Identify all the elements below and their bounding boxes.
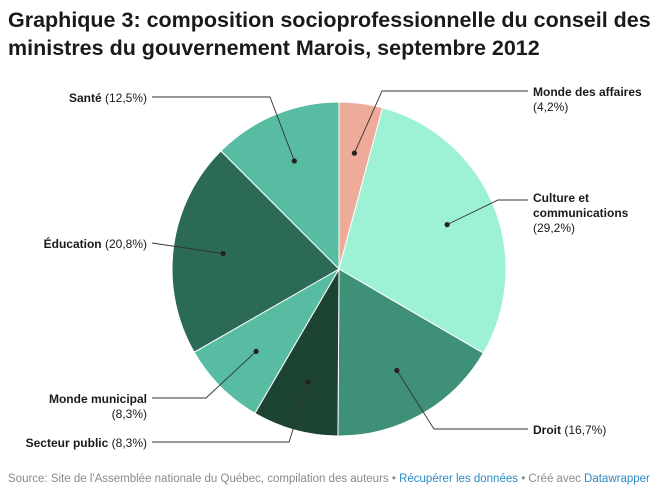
slice-label-5: Monde municipal (8,3%) — [49, 392, 147, 421]
footer-separator: • — [518, 473, 529, 485]
pie-slice-5 — [193, 267, 341, 414]
slice-label-6: Éducation (20,8%) — [44, 236, 147, 251]
leader-line-5 — [152, 351, 257, 399]
footer-separator: • — [388, 473, 400, 485]
chart-title: Graphique 3: composition socioprofession… — [8, 8, 651, 60]
leader-dot-1 — [351, 150, 357, 156]
pie-slice-4 — [254, 267, 340, 437]
slice-label-7: Santé (12,5%) — [69, 91, 147, 105]
slice-label-1: Monde des affaires (4,2%) — [533, 85, 642, 114]
leader-line-7 — [152, 96, 295, 162]
chart-footer: Source: Site de l'Assemblée nationale du… — [8, 473, 650, 485]
source-note: Source: Site de l'Assemblée nationale du… — [8, 473, 389, 485]
leader-dot-6 — [220, 251, 226, 257]
leader-line-2 — [446, 199, 528, 226]
leader-line-1 — [353, 90, 528, 154]
leader-dot-2 — [444, 222, 450, 228]
datawrapper-link[interactable]: Datawrapper — [584, 473, 650, 485]
leader-dot-3 — [394, 367, 400, 374]
pie-slice-3 — [337, 268, 484, 437]
leader-dot-4 — [305, 379, 311, 385]
slice-label-3: Droit (16,7%) — [533, 423, 606, 437]
created-with-text: Créé avec — [528, 473, 585, 485]
pie-chart: Monde des affaires (4,2%) Culture et commun… — [26, 85, 642, 450]
slice-label-2: Culture et communications (29,2%) — [533, 191, 629, 235]
leader-dot-7 — [291, 158, 297, 164]
pie-slice-2 — [338, 107, 507, 354]
leader-line-4 — [152, 381, 309, 443]
leader-line-6 — [151, 242, 224, 255]
leader-dot-5 — [253, 348, 259, 354]
leader-line-3 — [396, 370, 528, 430]
slice-label-4: Secteur public (8,3%) — [26, 436, 147, 450]
pie-slice-6 — [171, 150, 340, 353]
download-data-link[interactable]: Récupérer les données — [399, 473, 518, 485]
pie-slice-7 — [220, 101, 340, 271]
